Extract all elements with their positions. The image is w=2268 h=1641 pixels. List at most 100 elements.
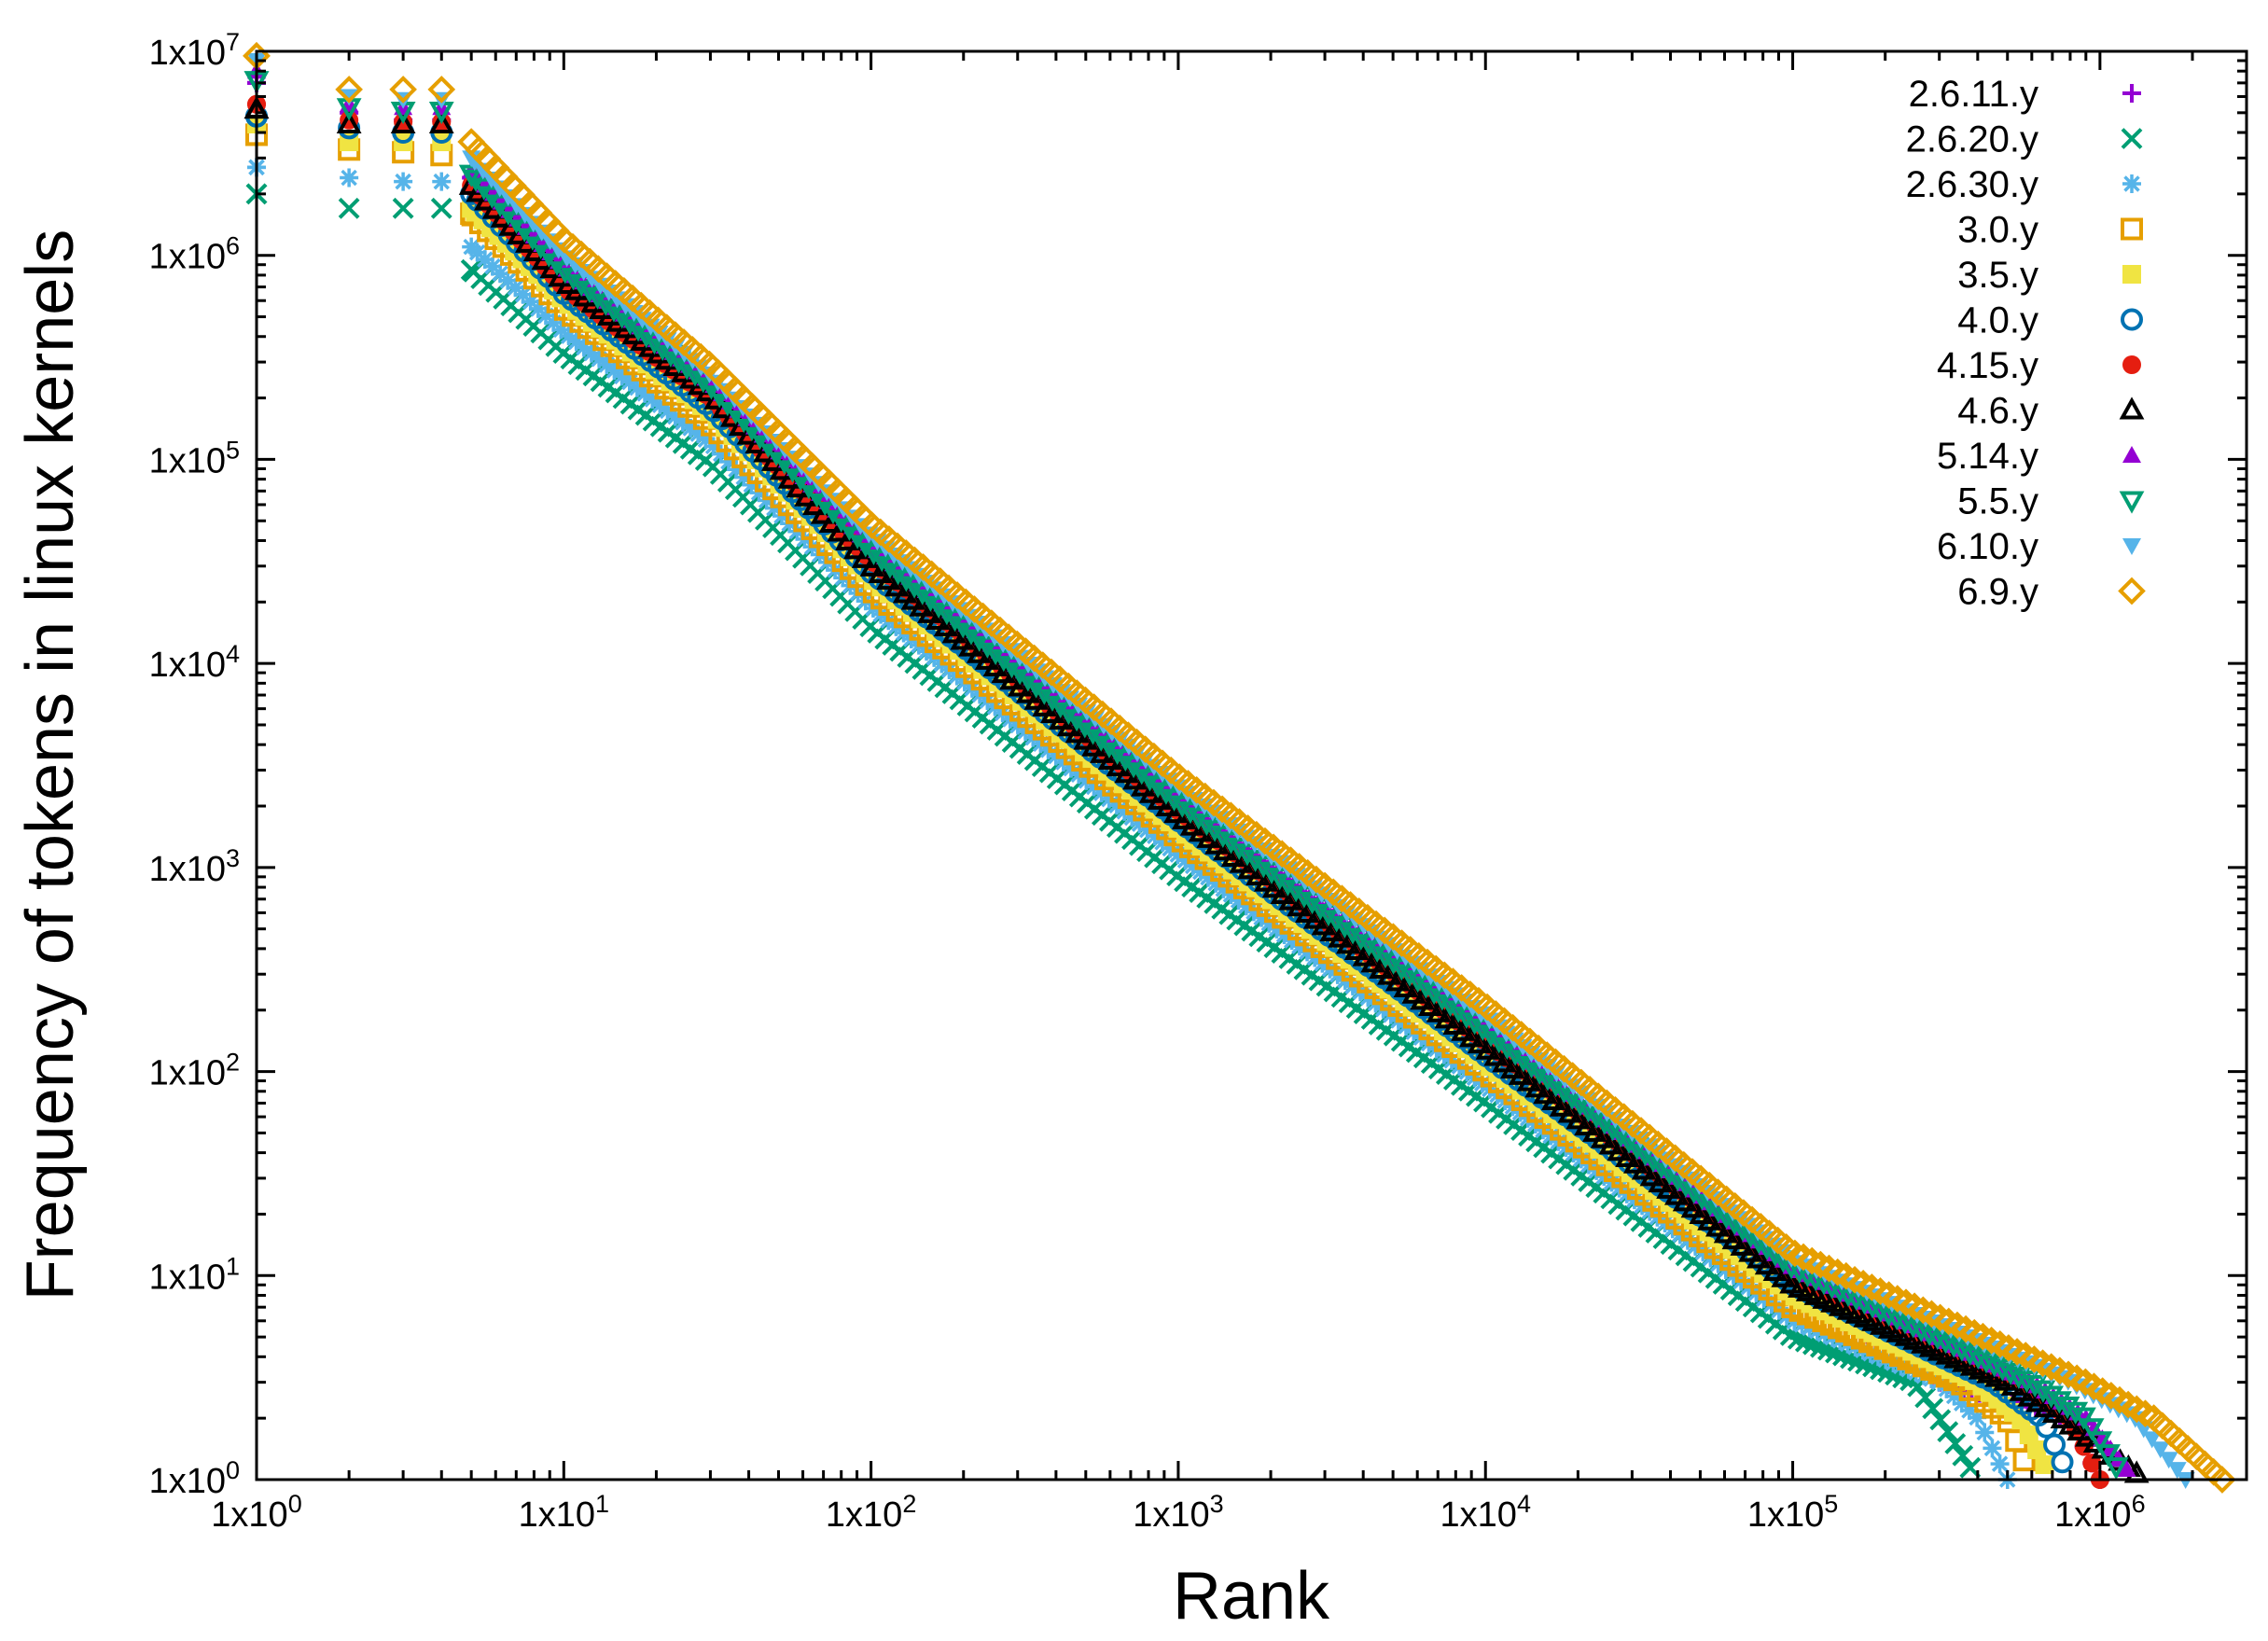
data-point [718, 452, 738, 471]
legend-item: 4.15.y [1937, 345, 2141, 386]
legend-marker [2121, 217, 2143, 241]
legend-item: 2.6.20.y [1906, 119, 2143, 160]
data-point [1533, 1081, 1558, 1105]
data-point [2019, 1425, 2038, 1445]
data-point [1959, 1400, 1979, 1420]
data-point [1410, 987, 1435, 1010]
data-point [974, 647, 1000, 670]
data-point [742, 475, 761, 494]
data-point [1218, 831, 1244, 855]
data-point [1631, 1157, 1657, 1180]
data-point [2159, 1452, 2178, 1469]
data-point [1008, 674, 1033, 697]
data-point [1451, 1018, 1476, 1041]
data-point [1360, 950, 1386, 973]
data-point [506, 278, 525, 298]
data-point [1549, 1093, 1575, 1117]
data-point [1990, 1454, 2010, 1474]
data-point [649, 338, 675, 361]
data-point [642, 331, 667, 355]
data-point [1418, 993, 1443, 1017]
data-point [835, 527, 860, 550]
data-point [1015, 680, 1041, 703]
data-point [462, 237, 481, 257]
data-point [1364, 939, 1390, 963]
series-6.9.y [243, 42, 2236, 1494]
data-point [1162, 788, 1187, 812]
legend-item: 5.14.y [1937, 436, 2141, 477]
data-point [2150, 1441, 2170, 1459]
legend-label: 2.6.11.y [1909, 74, 2038, 115]
legend-label: 6.9.y [1957, 572, 2038, 613]
data-point [1746, 1245, 1772, 1269]
legend-item: 3.5.y [1957, 255, 2141, 296]
data-point [925, 606, 951, 631]
legend-item: 6.10.y [1937, 526, 2141, 567]
data-point [909, 593, 935, 617]
legend-item: 4.0.y [1957, 300, 2143, 341]
data-point [1393, 974, 1419, 998]
y-tick-label: 1x105 [149, 436, 240, 480]
data-point [2054, 1397, 2080, 1420]
data-point [1705, 1214, 1731, 1237]
data-point [1680, 1195, 1706, 1218]
data-point [1445, 1000, 1471, 1023]
data-point [674, 357, 700, 381]
legend-item: 4.6.y [1957, 391, 2145, 432]
legend-marker [2122, 265, 2141, 284]
data-point [1524, 1075, 1551, 1098]
data-point [1210, 825, 1236, 849]
data-point [1500, 1055, 1525, 1079]
data-point [982, 653, 1009, 677]
data-point [1574, 1112, 1599, 1136]
data-point [941, 620, 967, 644]
data-point [1664, 1182, 1690, 1205]
data-point [1925, 1327, 1951, 1351]
data-point [1983, 1439, 2002, 1458]
legend-item: 5.5.y [1957, 481, 2145, 522]
data-point [2071, 1407, 2096, 1430]
data-point [1916, 1323, 1942, 1346]
legend-label: 4.15.y [1937, 345, 2038, 386]
data-point [1234, 843, 1260, 867]
data-point [843, 536, 869, 560]
data-point [1656, 1175, 1681, 1199]
data-point [703, 437, 723, 456]
data-point [1997, 1362, 2024, 1385]
data-point [427, 76, 456, 104]
data-point [711, 444, 730, 464]
data-point [999, 667, 1024, 690]
data-point [1421, 981, 1447, 1006]
data-point [2027, 1440, 2047, 1460]
data-point [1933, 1331, 1958, 1355]
legend-marker [2118, 577, 2146, 605]
data-point [2093, 1429, 2112, 1447]
data-point [757, 491, 776, 510]
x-tick-label: 1x100 [211, 1490, 301, 1535]
data-point [933, 614, 959, 637]
data-point [1397, 964, 1423, 987]
legend-item: 2.6.11.y [1909, 74, 2141, 115]
x-tick-label: 1x105 [1747, 1490, 1838, 1535]
data-point [1582, 1119, 1607, 1142]
data-point [460, 258, 482, 281]
legend-marker [2122, 355, 2141, 374]
data-point [991, 661, 1017, 684]
data-point [2142, 1431, 2162, 1449]
data-point [1226, 837, 1252, 860]
data-point [764, 498, 784, 518]
data-point [2038, 1385, 2065, 1409]
data-point [428, 110, 454, 133]
y-tick-label: 1x102 [149, 1049, 240, 1093]
data-point [1186, 807, 1212, 830]
data-point [950, 627, 976, 650]
data-point [2035, 1455, 2054, 1475]
data-point [666, 351, 692, 374]
legend-marker [2121, 308, 2143, 331]
data-point [2063, 1401, 2089, 1425]
data-point [1372, 946, 1398, 969]
data-point [2030, 1380, 2056, 1403]
data-point [1590, 1125, 1616, 1148]
data-point [1454, 1006, 1480, 1029]
legend-label: 2.6.20.y [1906, 119, 2038, 160]
